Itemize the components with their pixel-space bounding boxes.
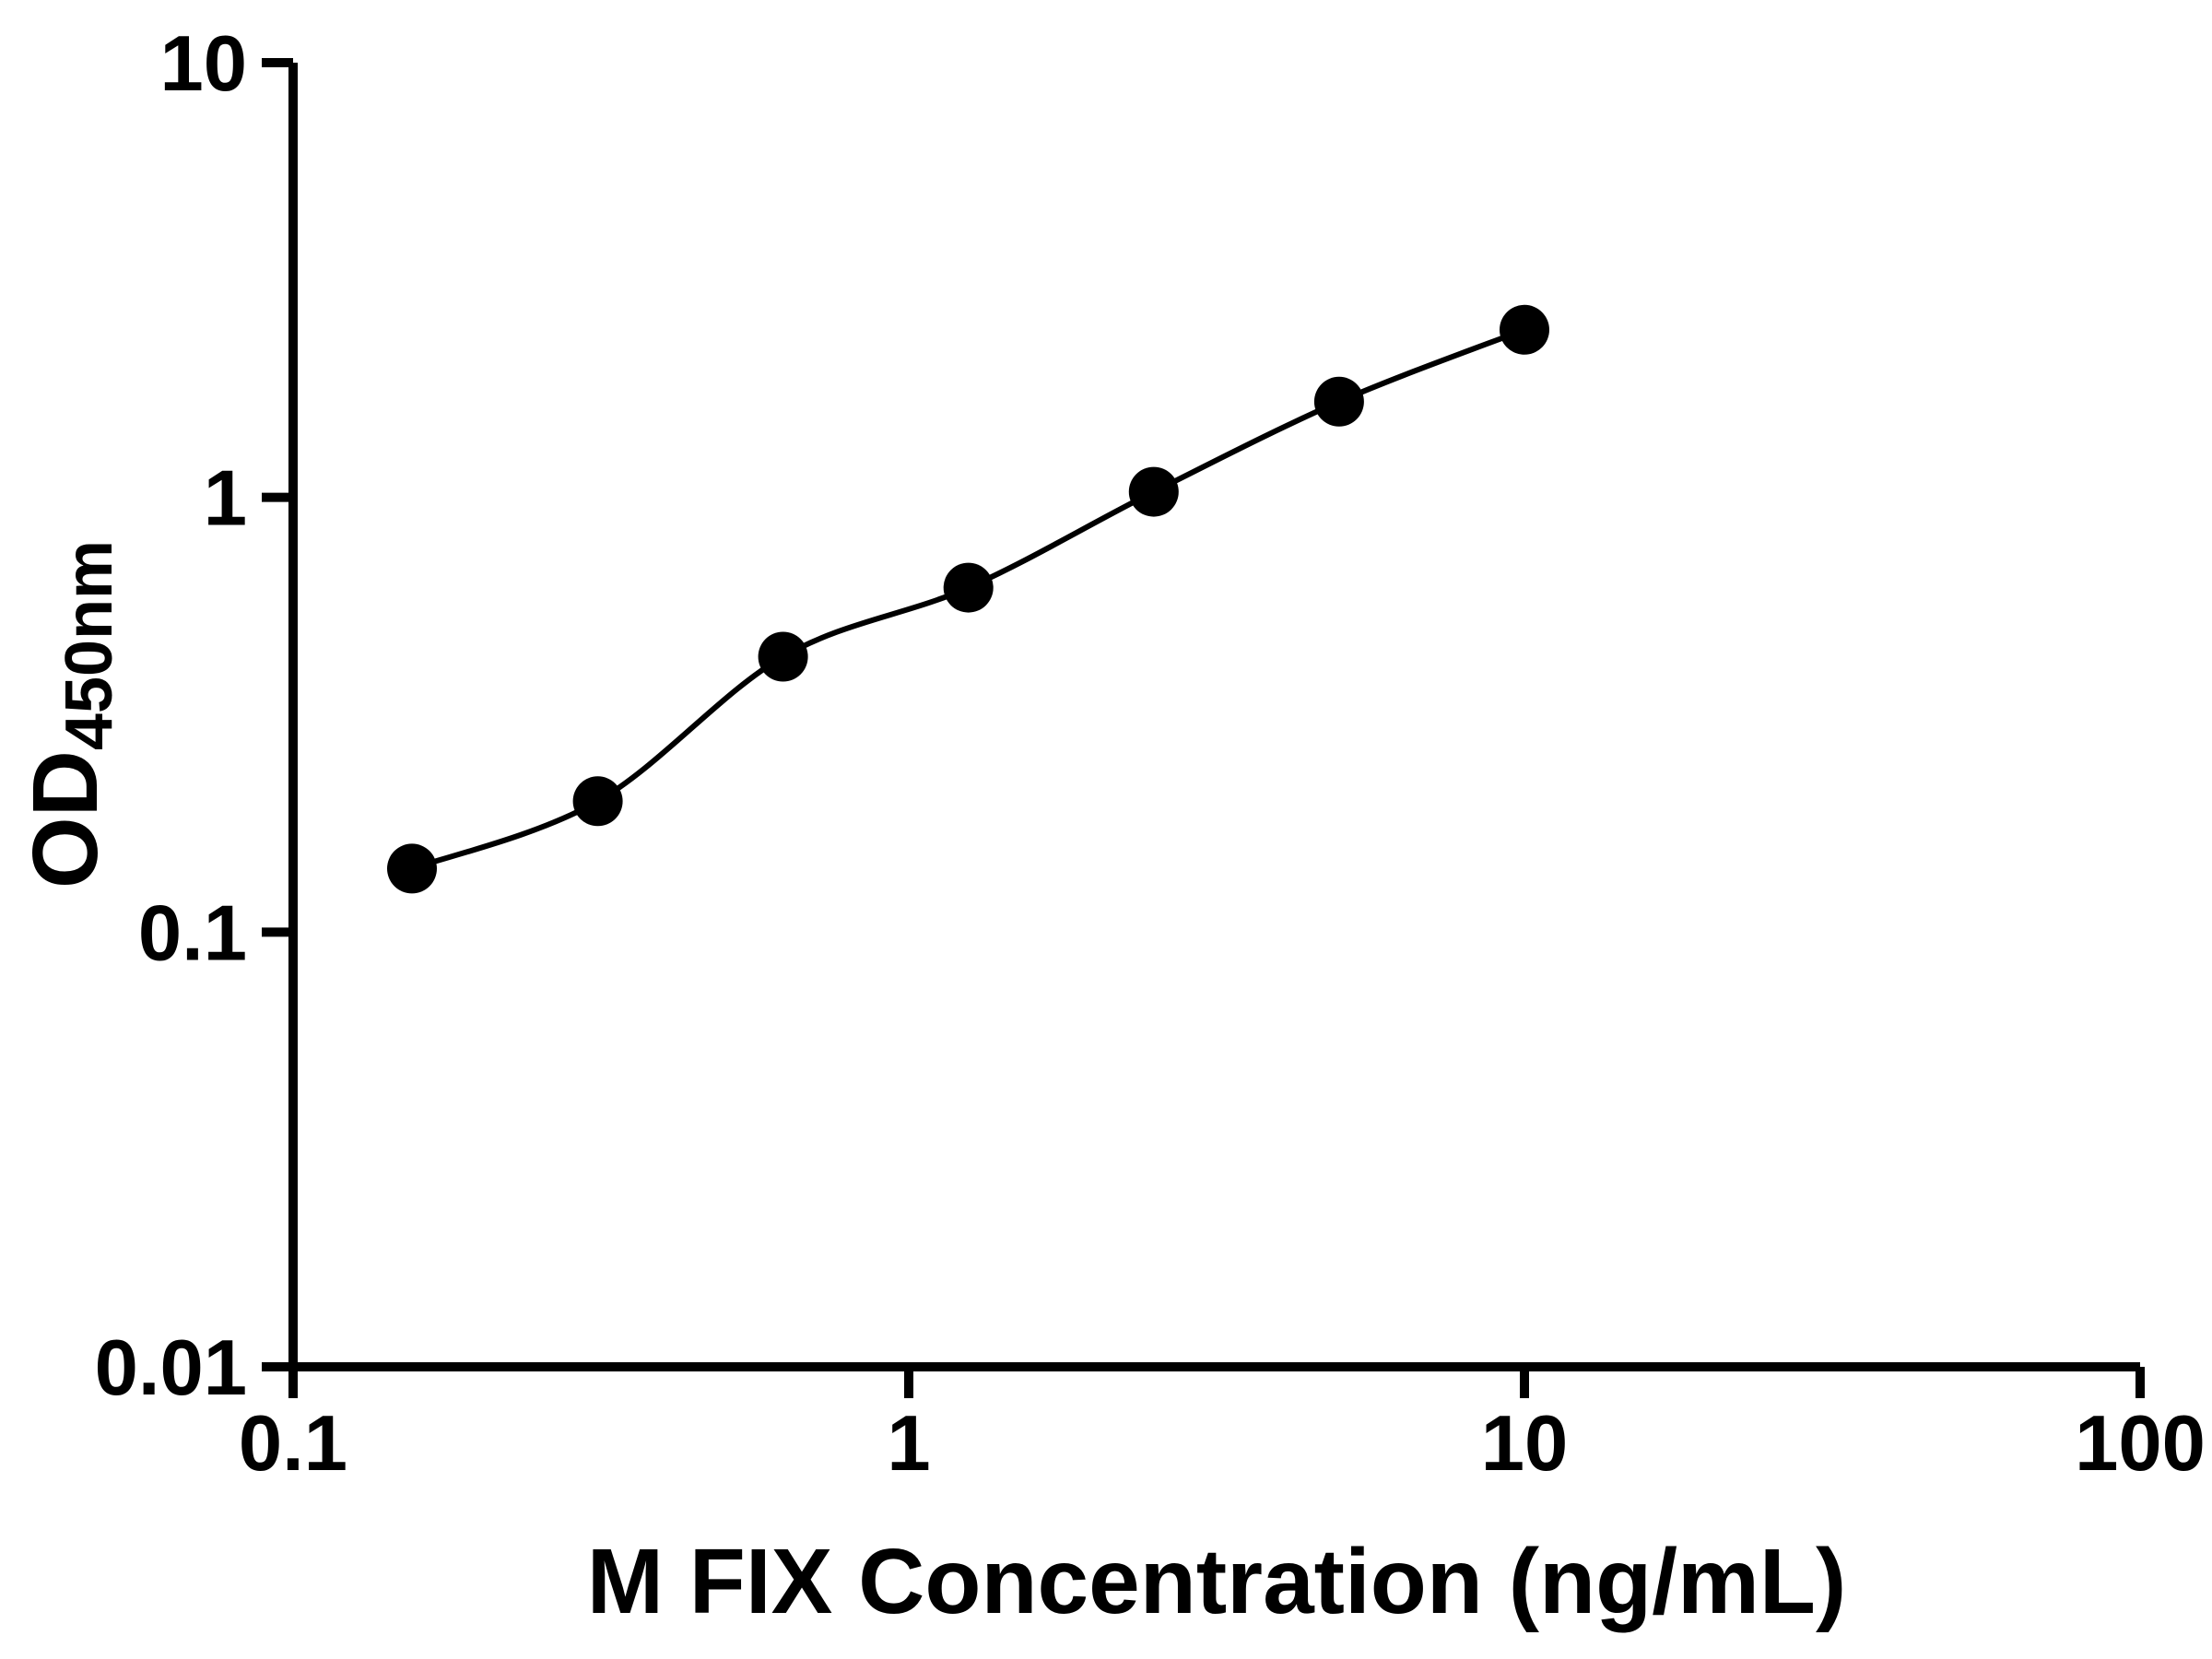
x-tick-label: 0.1 bbox=[239, 1400, 347, 1488]
y-axis-title-subscript: 450nm bbox=[53, 540, 126, 750]
data-point bbox=[943, 562, 994, 613]
y-axis-title: OD450nm bbox=[14, 540, 126, 888]
data-point bbox=[572, 776, 623, 827]
y-tick-label: 10 bbox=[159, 20, 247, 108]
data-point bbox=[758, 631, 808, 682]
x-tick-label: 100 bbox=[2075, 1400, 2206, 1488]
x-axis-title: M FIX Concentration (ng/mL) bbox=[587, 1530, 1847, 1633]
data-point bbox=[1500, 304, 1549, 355]
y-tick-label: 0.1 bbox=[138, 889, 247, 977]
data-point bbox=[1128, 466, 1179, 517]
x-tick-label: 1 bbox=[887, 1400, 930, 1488]
y-tick-label: 0.01 bbox=[95, 1324, 247, 1412]
data-point bbox=[387, 843, 437, 894]
y-axis-title-main: OD bbox=[14, 750, 117, 888]
y-tick-label: 1 bbox=[204, 455, 247, 543]
data-point bbox=[1313, 376, 1364, 427]
x-tick-label: 10 bbox=[1481, 1400, 1569, 1488]
